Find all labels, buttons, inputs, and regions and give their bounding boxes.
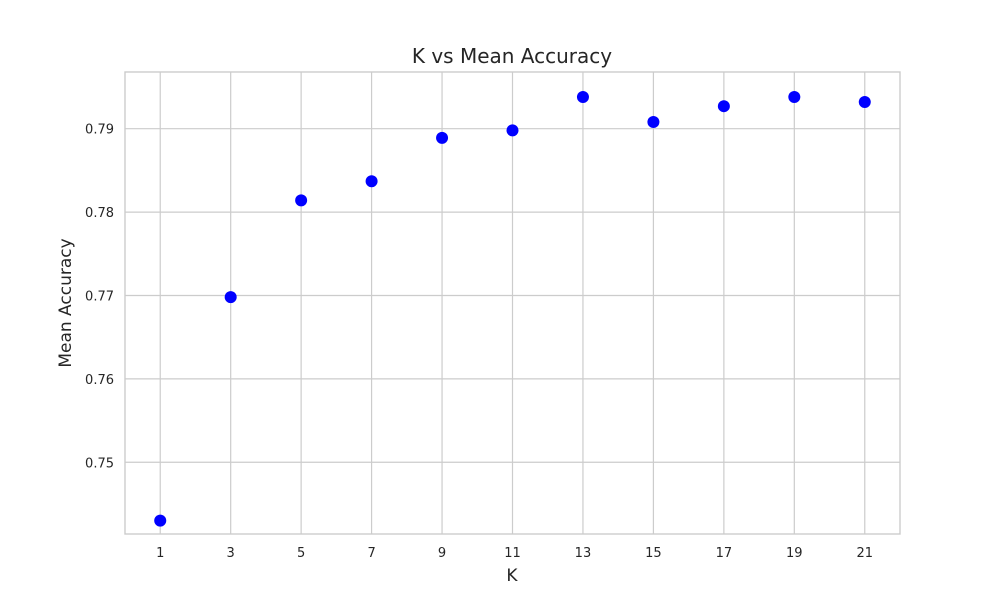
data-points [154,91,871,527]
x-tick-label: 5 [297,546,305,561]
x-tick-label: 15 [645,546,662,561]
chart-title: K vs Mean Accuracy [412,44,612,68]
y-tick-label: 0.77 [85,289,114,304]
data-point [506,124,519,137]
y-tick-label: 0.79 [85,123,114,138]
y-axis-label: Mean Accuracy [56,238,76,367]
data-point [365,175,378,188]
x-tick-label: 21 [856,546,873,561]
data-point [788,91,801,104]
x-tick-labels: 1 3 5 7 9 11 13 15 17 19 21 [156,546,873,561]
data-point [576,91,589,104]
data-point [436,131,449,144]
x-tick-label: 1 [156,546,164,561]
data-point [647,116,660,129]
x-tick-label: 13 [575,546,592,561]
data-point [224,291,237,304]
data-point [717,100,730,113]
y-tick-label: 0.76 [85,373,114,388]
y-tick-label: 0.78 [85,206,114,221]
x-tick-label: 9 [438,546,446,561]
x-tick-label: 19 [786,546,803,561]
x-tick-label: 17 [716,546,733,561]
y-tick-labels: 0.75 0.76 0.77 0.78 0.79 [85,123,114,472]
data-point [295,194,308,207]
y-tick-label: 0.75 [85,456,114,471]
x-tick-label: 11 [504,546,521,561]
data-point [858,96,871,109]
x-axis-label: K [506,566,518,586]
grid [125,72,900,534]
x-tick-label: 7 [367,546,375,561]
x-tick-label: 3 [227,546,235,561]
data-point [154,514,167,527]
plot-frame [124,71,901,535]
